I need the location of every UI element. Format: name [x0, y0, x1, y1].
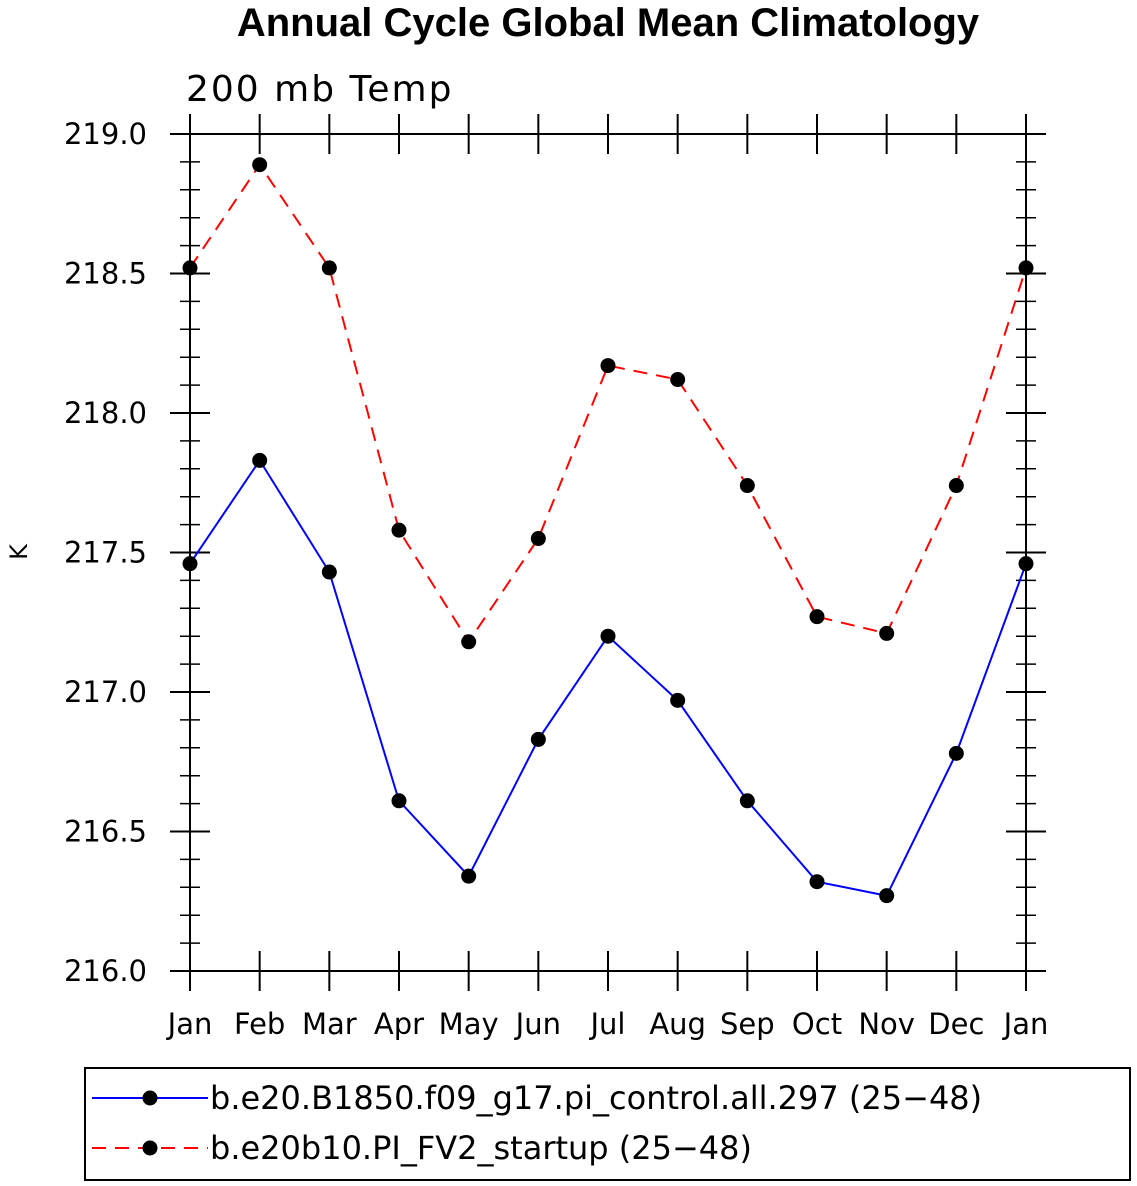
x-tick-label: Aug [649, 1007, 706, 1041]
series-0-point [879, 888, 895, 904]
x-tick-label: Sep [720, 1007, 775, 1041]
series-0-point [809, 874, 825, 890]
x-tick-label: Jan [166, 1007, 213, 1041]
plot-area: 216.0 216.5 217.0 217.5 218.0 218.5 219.0 Jan Fe… [64, 114, 1048, 1041]
x-tick-label: Jan [1002, 1007, 1049, 1041]
series-0-point [461, 868, 477, 884]
series-1-point [391, 522, 407, 538]
series-1-point [879, 625, 895, 641]
series-0-point [1018, 556, 1034, 572]
series-0-point [182, 556, 198, 572]
x-tick-label: Dec [928, 1007, 984, 1041]
legend-swatch-marker-0 [142, 1090, 158, 1106]
x-tick-label: Jun [514, 1007, 561, 1041]
series-0-point [948, 745, 964, 761]
series-1-point [321, 260, 337, 276]
legend-box [84, 1067, 1131, 1181]
legend-label-0: b.e20.B1850.f09_g17.pi_control.all.297 (… [210, 1079, 982, 1117]
series-1-point [1018, 260, 1034, 276]
x-tick-label: Apr [374, 1007, 424, 1041]
plot-frame [189, 133, 1027, 972]
series-0-point [739, 793, 755, 809]
series-0-point [600, 628, 616, 644]
series-0-point [670, 692, 686, 708]
y-tick-label: 218.5 [64, 257, 147, 291]
y-tick-label: 217.5 [64, 536, 147, 570]
x-tick-label: Jul [589, 1007, 626, 1041]
series-0-point [391, 793, 407, 809]
legend-label-1: b.e20b10.PI_FV2_startup (25−48) [210, 1129, 752, 1167]
series-0-point [321, 564, 337, 580]
series-1-point [182, 260, 198, 276]
y-tick-label: 219.0 [64, 117, 147, 151]
series-0-point [530, 731, 546, 747]
x-tick-label: Feb [234, 1007, 285, 1041]
series-1-point [670, 372, 686, 388]
series-1-point [809, 609, 825, 625]
x-tick-label: Nov [858, 1007, 915, 1041]
series-0-point [252, 452, 268, 468]
series-1-point [739, 478, 755, 494]
x-tick-label: May [439, 1007, 499, 1041]
series-1-point [252, 157, 268, 173]
series-line-1 [189, 162, 1027, 644]
series-1-point [530, 531, 546, 547]
y-tick-label: 216.5 [64, 815, 147, 849]
x-tick-label: Oct [792, 1007, 842, 1041]
series-line-0 [189, 458, 1027, 897]
series-1-point [600, 358, 616, 374]
series-1-point [948, 478, 964, 494]
y-tick-label: 217.0 [64, 675, 147, 709]
legend-swatch-marker-1 [142, 1140, 158, 1156]
legend: b.e20.B1850.f09_g17.pi_control.all.297 (… [84, 1067, 1131, 1181]
chart-subtitle: 200 mb Temp [186, 69, 453, 110]
y-tick-label: 218.0 [64, 396, 147, 430]
chart-title: Annual Cycle Global Mean Climatology [237, 1, 980, 45]
y-axis-label: K [5, 543, 33, 560]
y-tick-label: 216.0 [64, 954, 147, 988]
x-tick-label: Mar [302, 1007, 357, 1041]
series-1-point [461, 634, 477, 650]
